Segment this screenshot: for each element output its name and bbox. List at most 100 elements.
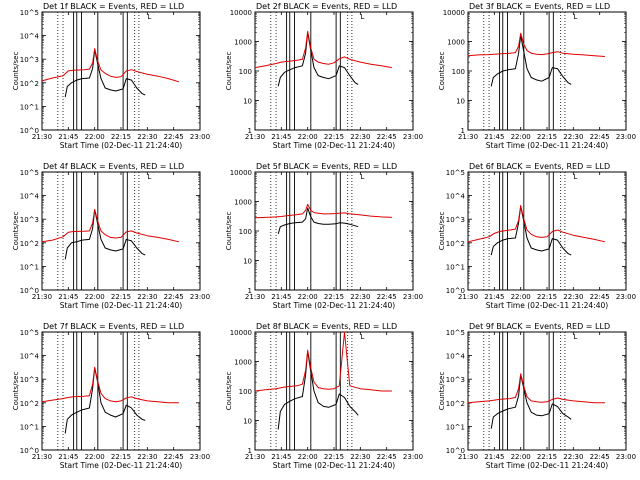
- y-tick-label: 10^1: [20, 103, 39, 111]
- plot-frame: [254, 11, 414, 131]
- y-tick-label: 10^0: [20, 127, 39, 135]
- x-axis-label: Start Time (02-Dec-11 21:24:40): [60, 461, 182, 470]
- y-tick-label: 10^2: [446, 240, 465, 248]
- x-tick-label: 22:15: [111, 293, 131, 301]
- y-axis-label: Counts/sec: [12, 52, 20, 91]
- x-axis-label: Start Time (02-Dec-11 21:24:40): [273, 141, 395, 150]
- x-tick-label: 21:30: [245, 133, 265, 141]
- x-tick-label: 22:15: [324, 293, 344, 301]
- y-tick-label: 1000: [234, 359, 252, 367]
- chart-panel-5: Det 5f BLACK = Events, RED = LLD L 21:30 21…: [225, 162, 423, 310]
- x-tick-label: 22:45: [590, 453, 610, 461]
- x-tick-label: 22:00: [298, 453, 318, 461]
- annotation-marker: L: [147, 13, 151, 21]
- y-tick-label: 10^4: [20, 193, 40, 201]
- y-tick-label: 100: [239, 68, 252, 76]
- y-tick-label: 100: [452, 68, 465, 76]
- y-tick-label: 10: [456, 98, 465, 106]
- chart-panel-1: Det 1f BLACK = Events, RED = LLD L 21:30 21…: [12, 2, 210, 150]
- x-tick-label: 22:15: [111, 453, 131, 461]
- y-tick-label: 10: [243, 98, 252, 106]
- y-tick-label: 1000: [447, 39, 465, 47]
- y-tick-label: 10^5: [446, 329, 465, 337]
- y-tick-label: 1: [248, 127, 252, 135]
- y-tick-label: 10^2: [20, 80, 39, 88]
- annotation-marker: L: [360, 13, 364, 21]
- chart-title: Det 6f BLACK = Events, RED = LLD: [469, 162, 610, 171]
- x-tick-label: 22:45: [164, 293, 184, 301]
- lld-series-line: [467, 373, 605, 404]
- plot-frame: [41, 171, 201, 291]
- x-tick-label: 21:45: [271, 453, 291, 461]
- chart-title: Det 7f BLACK = Events, RED = LLD: [43, 322, 184, 331]
- x-tick-label: 23:00: [616, 293, 636, 301]
- x-tick-label: 22:30: [563, 133, 583, 141]
- y-tick-label: 10^3: [446, 216, 465, 224]
- y-tick-label: 1000: [234, 39, 252, 47]
- x-tick-label: 23:00: [403, 133, 423, 141]
- chart-title: Det 3f BLACK = Events, RED = LLD: [469, 2, 610, 11]
- y-axis-label: Counts/sec: [438, 52, 446, 91]
- x-tick-label: 23:00: [190, 293, 210, 301]
- x-tick-label: 22:30: [137, 293, 157, 301]
- y-tick-label: 10^5: [20, 329, 39, 337]
- annotation-marker: L: [147, 173, 151, 181]
- x-axis-label: Start Time (02-Dec-11 21:24:40): [486, 301, 608, 310]
- y-tick-label: 10^1: [446, 263, 465, 271]
- y-tick-label: 10^4: [446, 353, 466, 361]
- y-tick-label: 10000: [443, 9, 465, 17]
- x-tick-label: 22:30: [350, 133, 370, 141]
- x-axis-label: Start Time (02-Dec-11 21:24:40): [60, 301, 182, 310]
- y-axis-label: Counts/sec: [12, 372, 20, 411]
- x-tick-label: 21:45: [271, 293, 291, 301]
- x-tick-label: 21:30: [32, 453, 52, 461]
- y-tick-label: 10^3: [20, 376, 39, 384]
- annotation-marker: L: [573, 173, 577, 181]
- x-tick-label: 22:30: [563, 453, 583, 461]
- x-tick-label: 22:45: [377, 133, 397, 141]
- y-tick-label: 10: [243, 258, 252, 266]
- x-tick-label: 22:45: [377, 453, 397, 461]
- y-tick-label: 10^2: [20, 240, 39, 248]
- x-tick-label: 22:45: [590, 133, 610, 141]
- x-tick-label: 21:30: [458, 293, 478, 301]
- y-tick-label: 10^1: [20, 423, 39, 431]
- y-axis-label: Counts/sec: [225, 212, 233, 251]
- events-series-line: [64, 49, 146, 98]
- y-tick-label: 10000: [230, 169, 252, 177]
- x-tick-label: 22:30: [563, 293, 583, 301]
- y-tick-label: 10^4: [20, 353, 40, 361]
- events-series-line: [64, 367, 146, 434]
- y-tick-label: 10^4: [20, 33, 40, 41]
- chart-panel-6: Det 6f BLACK = Events, RED = LLD L 21:30 21…: [438, 162, 636, 310]
- x-tick-label: 22:45: [590, 293, 610, 301]
- chart-title: Det 8f BLACK = Events, RED = LLD: [256, 322, 397, 331]
- y-tick-label: 1000: [234, 199, 252, 207]
- chart-title: Det 1f BLACK = Events, RED = LLD: [43, 2, 184, 11]
- x-tick-label: 21:30: [32, 293, 52, 301]
- plot-frame: [467, 171, 627, 291]
- x-tick-label: 23:00: [403, 293, 423, 301]
- chart-panel-8: Det 8f BLACK = Events, RED = LLD L 21:30 21…: [225, 322, 423, 470]
- lld-series-line: [254, 331, 392, 392]
- x-tick-label: 21:30: [32, 133, 52, 141]
- chart-title: Det 5f BLACK = Events, RED = LLD: [256, 162, 397, 171]
- chart-panel-3: Det 3f BLACK = Events, RED = LLD L 21:30 21…: [438, 2, 636, 150]
- annotation-marker: L: [147, 333, 151, 341]
- y-tick-label: 10: [243, 418, 252, 426]
- events-series-line: [277, 207, 359, 235]
- y-axis-label: Counts/sec: [12, 212, 20, 251]
- lld-series-line: [41, 208, 180, 243]
- y-tick-label: 10^3: [446, 376, 465, 384]
- x-tick-label: 21:45: [484, 453, 504, 461]
- chart-title: Det 2f BLACK = Events, RED = LLD: [256, 2, 397, 11]
- y-tick-label: 10^2: [446, 400, 465, 408]
- x-tick-label: 22:30: [137, 133, 157, 141]
- x-tick-label: 22:30: [350, 453, 370, 461]
- lld-series-line: [254, 30, 392, 69]
- x-tick-label: 23:00: [403, 453, 423, 461]
- lld-series-line: [41, 366, 179, 404]
- x-axis-label: Start Time (02-Dec-11 21:24:40): [486, 461, 608, 470]
- x-tick-label: 22:15: [111, 133, 131, 141]
